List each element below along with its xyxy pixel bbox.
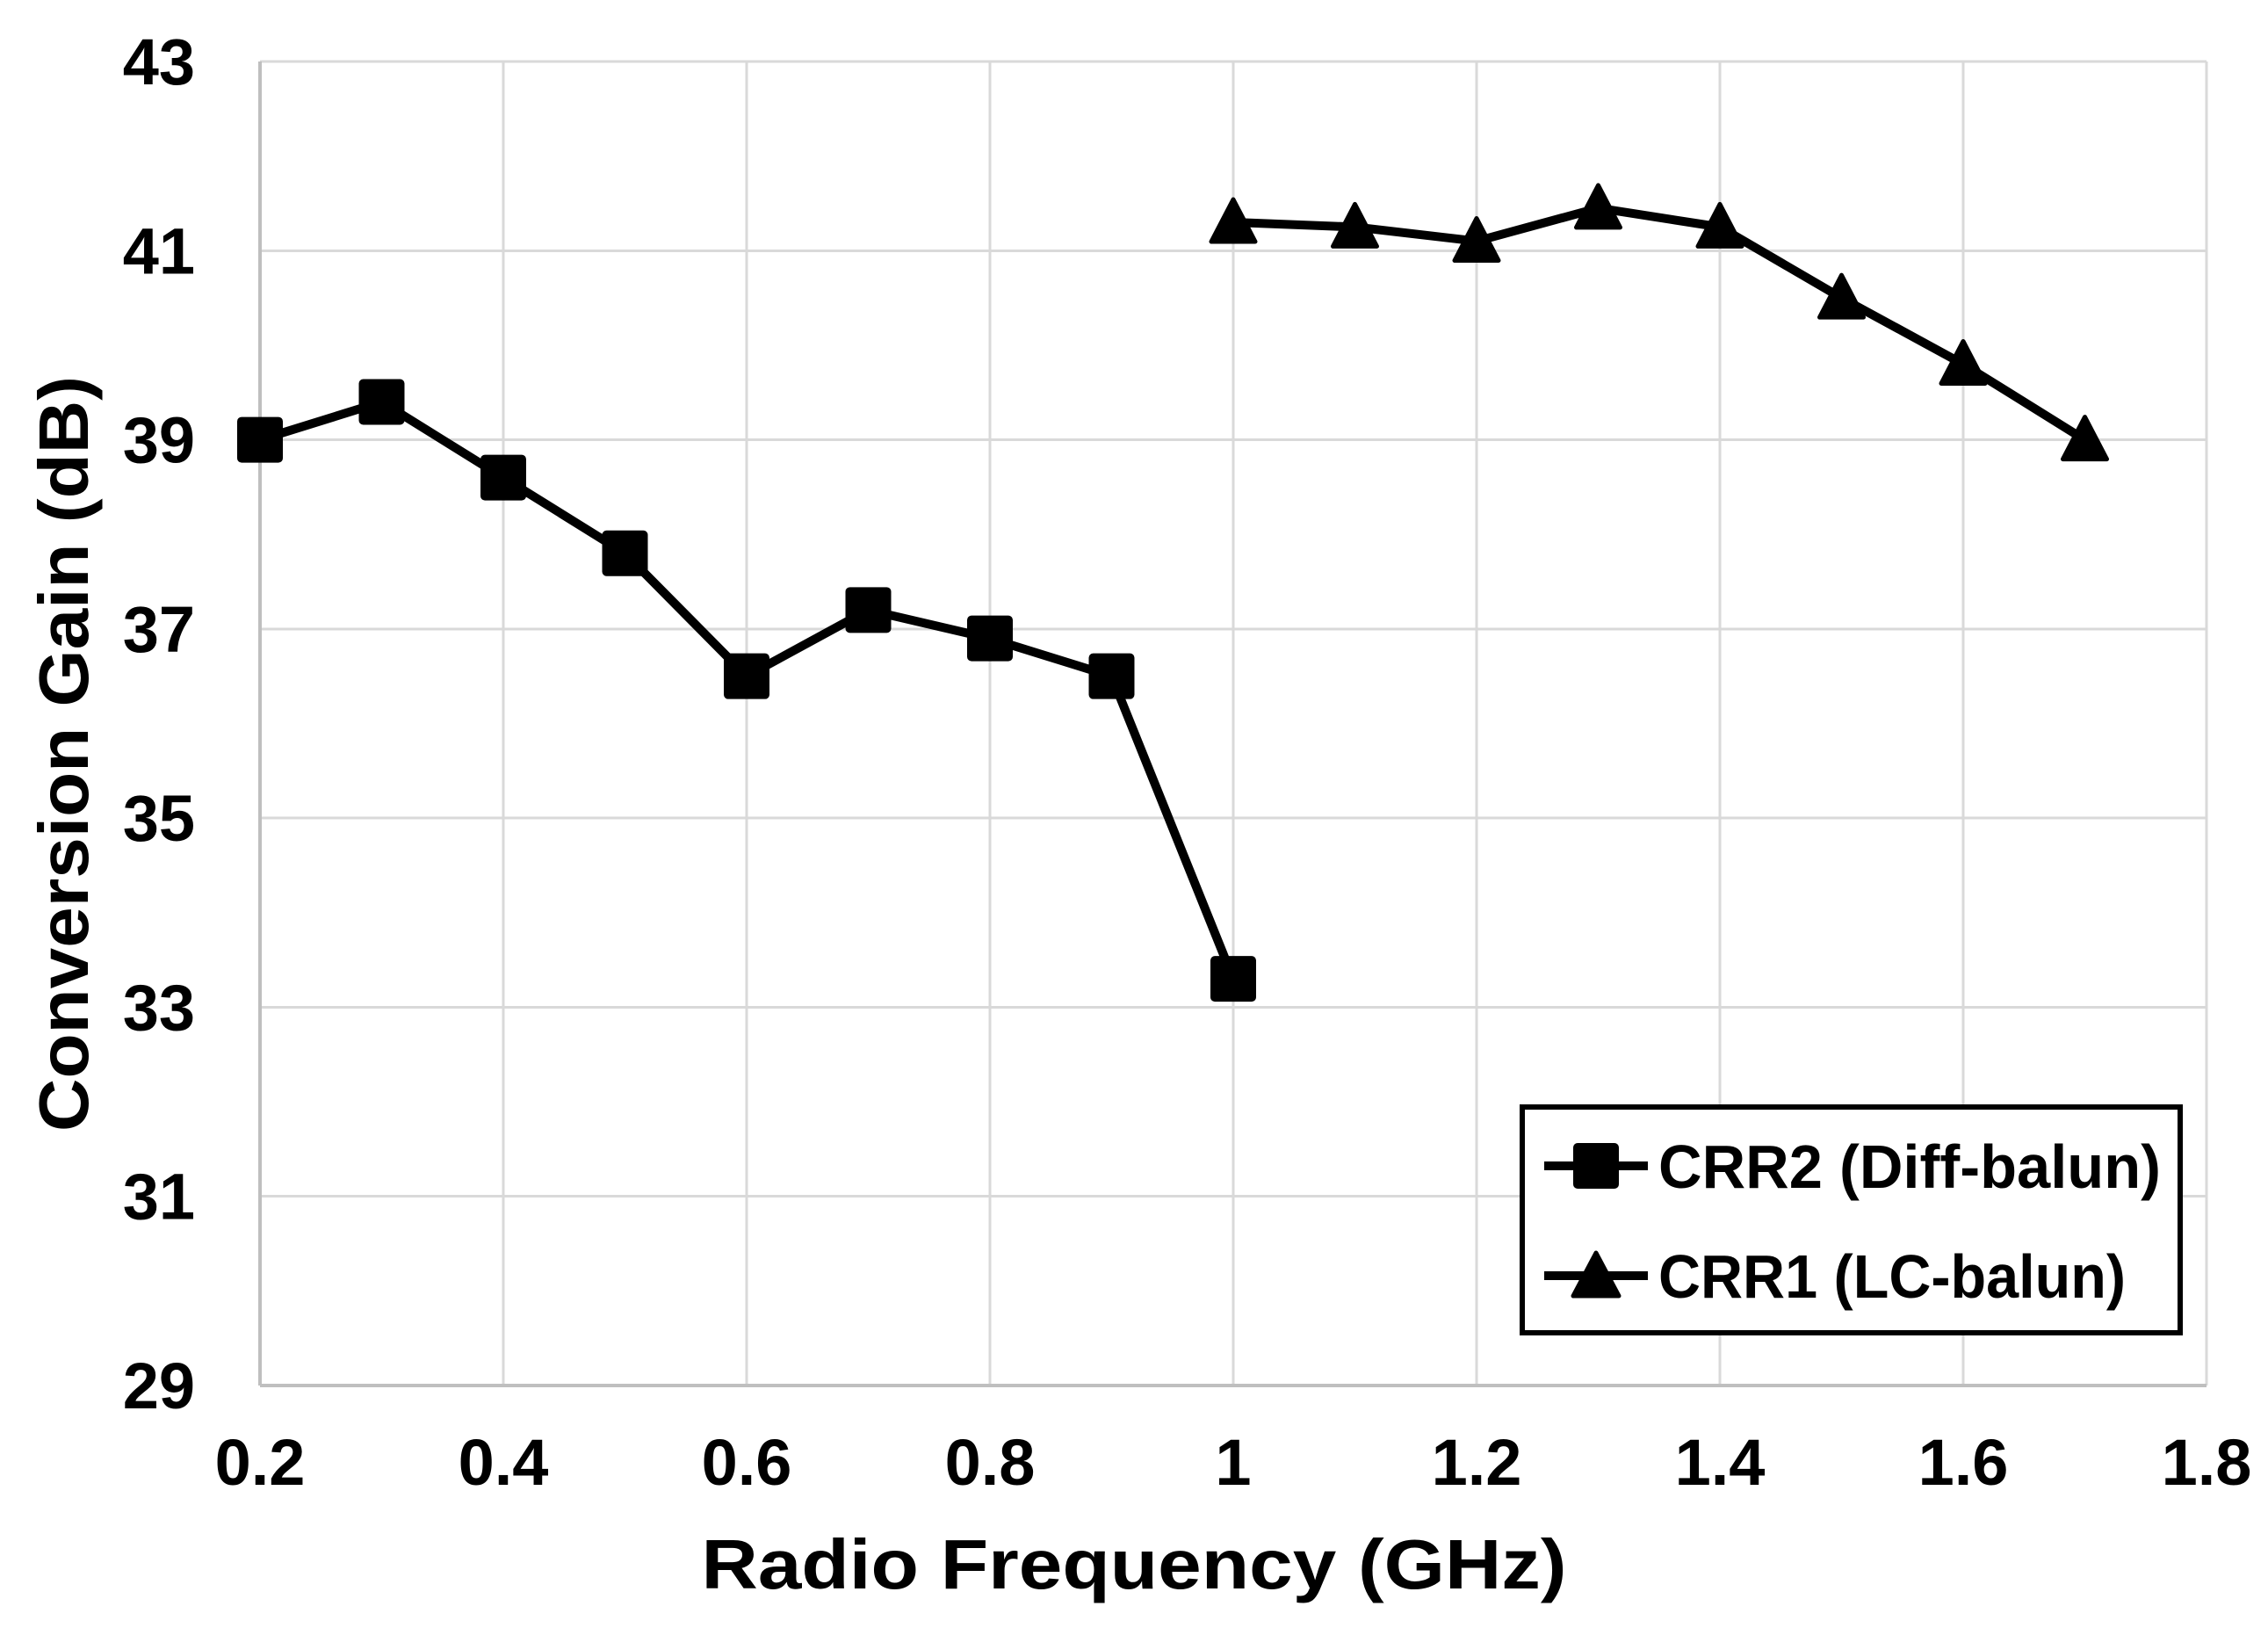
data-point-marker — [1452, 216, 1501, 264]
legend-item-crr1: CRR1 (LC-balun) — [1544, 1242, 2126, 1311]
x-tick-label: 1 — [1215, 1426, 1251, 1499]
y-axis-title: Conversion Gain (dB) — [25, 376, 103, 1132]
y-tick-label: 31 — [123, 1161, 195, 1234]
data-point-marker — [1088, 653, 1135, 699]
series-line-crr1-lc-balun — [1232, 203, 2088, 444]
legend-triangle-marker-icon — [1571, 1250, 1622, 1299]
x-tick-label: 1.2 — [1432, 1426, 1522, 1499]
axis-lines — [258, 62, 2207, 1387]
legend-item-crr2: CRR2 (Diff-balun) — [1544, 1132, 2161, 1201]
y-tick-label: 39 — [123, 404, 195, 477]
y-tick-label: 41 — [123, 214, 195, 287]
x-tick-label: 0.8 — [945, 1426, 1036, 1499]
series-crr2-diff-balun — [237, 379, 1256, 1002]
data-point-marker — [358, 379, 405, 425]
x-axis-tick-labels: 0.2 0.4 0.6 0.8 1 1.2 1.4 1.6 1.8 — [215, 1426, 2252, 1499]
data-point-marker — [480, 454, 526, 501]
data-point-marker — [1939, 338, 1988, 386]
x-tick-label: 0.6 — [702, 1426, 792, 1499]
data-point-marker — [1817, 272, 1866, 320]
x-tick-label: 1.4 — [1675, 1426, 1766, 1499]
y-tick-label: 37 — [123, 593, 195, 666]
x-tick-label: 0.4 — [459, 1426, 549, 1499]
legend-label-crr1: CRR1 (LC-balun) — [1658, 1242, 2126, 1311]
data-point-marker — [1695, 201, 1744, 249]
x-tick-label: 0.2 — [215, 1426, 306, 1499]
legend: CRR2 (Diff-balun) CRR1 (LC-balun) — [1520, 1104, 2183, 1335]
data-point-marker — [1574, 183, 1622, 230]
data-point-marker — [967, 615, 1013, 662]
data-point-marker — [724, 653, 769, 699]
series-layer — [237, 183, 2109, 1002]
legend-square-marker-icon — [1573, 1143, 1619, 1189]
data-point-marker — [1209, 197, 1258, 244]
legend-box — [1520, 1104, 2183, 1335]
legend-label-crr2: CRR2 (Diff-balun) — [1658, 1132, 2161, 1201]
y-axis-tick-labels: 43 41 39 37 35 33 31 29 — [123, 25, 195, 1422]
x-tick-label: 1.8 — [2162, 1426, 2252, 1499]
data-point-marker — [2061, 415, 2109, 462]
data-point-marker — [237, 416, 283, 463]
x-axis-title: Radio Frequency (GHz) — [702, 1525, 1567, 1603]
data-point-marker — [845, 587, 892, 633]
x-tick-label: 1.6 — [1918, 1426, 2009, 1499]
data-point-marker — [1210, 956, 1256, 1002]
data-point-marker — [602, 530, 648, 576]
y-tick-label: 35 — [123, 782, 195, 855]
y-tick-label: 33 — [123, 971, 195, 1044]
series-crr1-lc-balun — [1209, 183, 2109, 462]
y-tick-label: 29 — [123, 1349, 195, 1422]
y-tick-label: 43 — [123, 25, 195, 98]
data-point-marker — [1331, 201, 1379, 249]
